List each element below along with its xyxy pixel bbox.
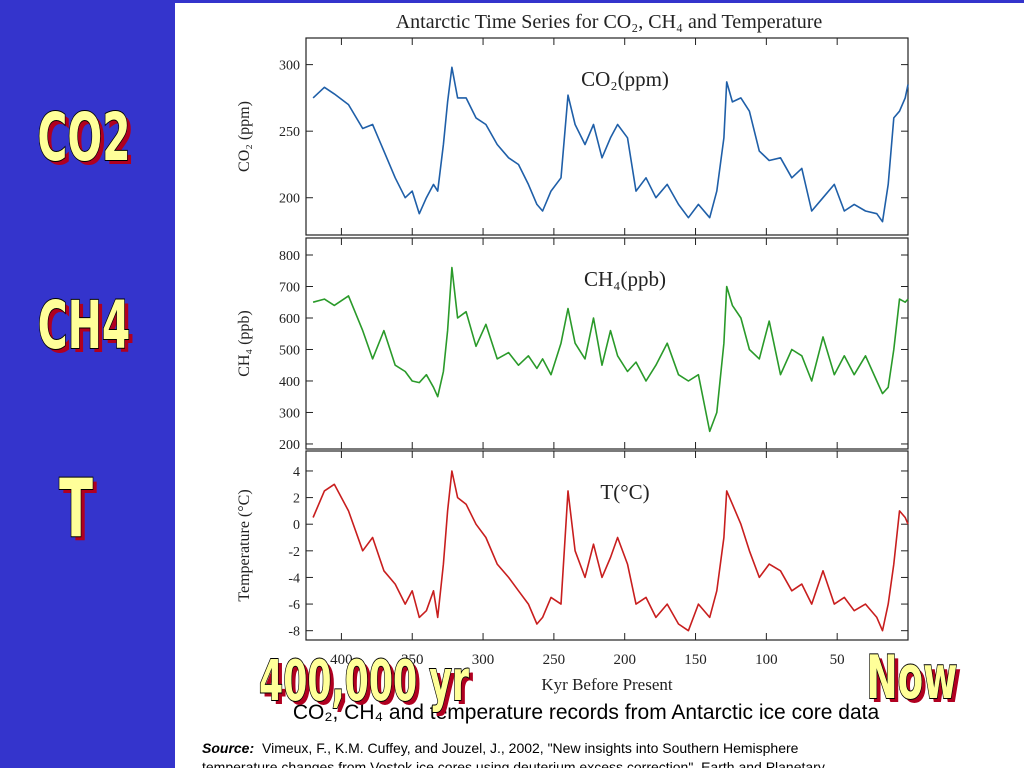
x-tick-label: 200 <box>613 652 636 668</box>
y-tick-label: 700 <box>279 280 300 295</box>
y-tick-label: 800 <box>279 249 300 264</box>
y-tick-label: 4 <box>293 465 300 480</box>
side-label-shadow: T <box>63 465 97 559</box>
y-axis-label: CH₄ (ppb) <box>236 310 253 376</box>
y-tick-label: -4 <box>288 571 300 586</box>
y-tick-label: 300 <box>279 59 300 74</box>
y-axis-label: CO₂ (ppm) <box>236 101 253 172</box>
plot-frame <box>305 37 909 236</box>
source-line: temperature changes from Vostok ice core… <box>202 759 825 768</box>
y-tick-label: 600 <box>279 312 300 327</box>
y-tick-label: 200 <box>279 192 300 207</box>
side-label: CO2 <box>37 99 130 176</box>
side-label: T <box>59 461 93 555</box>
y-tick-label: -8 <box>288 625 300 640</box>
overlay-label: 400,000 yr <box>259 648 469 713</box>
data-line <box>312 66 909 223</box>
side-label-shadow: CH4 <box>42 291 135 368</box>
y-tick-label: 2 <box>293 492 300 507</box>
plot-frame <box>305 237 909 450</box>
top-strip <box>175 0 1024 3</box>
caption: CO₂, CH₄ and temperature records from An… <box>293 701 880 724</box>
x-tick-label: 250 <box>543 652 566 668</box>
y-tick-label: 400 <box>279 375 300 390</box>
side-label-shadow: CO2 <box>41 103 134 180</box>
y-tick-label: -2 <box>288 545 300 560</box>
x-tick-label: 300 <box>472 652 495 668</box>
x-tick-label: 100 <box>755 652 778 668</box>
overlay-label-shadow: Now <box>870 647 961 717</box>
y-tick-label: 250 <box>279 125 300 140</box>
panel-annotation: T(°C) <box>600 480 649 504</box>
x-axis-label: Kyr Before Present <box>541 675 673 694</box>
data-line <box>312 470 909 632</box>
x-tick-label: 50 <box>830 652 845 668</box>
plot-frame <box>305 450 909 641</box>
y-tick-label: 0 <box>293 518 300 533</box>
panel-annotation: CH₄(ppb) <box>584 267 666 291</box>
side-label: CH4 <box>38 287 131 364</box>
x-tick-label: 400 <box>330 652 353 668</box>
figure-title: Antarctic Time Series for CO₂, CH₄ and T… <box>396 11 823 33</box>
y-tick-label: 300 <box>279 406 300 421</box>
y-tick-label: -6 <box>288 598 300 613</box>
data-line <box>312 266 909 433</box>
side-panel <box>0 0 175 768</box>
source-line: Vimeux, F., K.M. Cuffey, and Jouzel, J.,… <box>262 740 799 756</box>
panel-annotation: CO₂(ppm) <box>581 67 669 91</box>
y-tick-label: 500 <box>279 343 300 358</box>
y-axis-label: Temperature (°C) <box>236 489 253 601</box>
y-tick-label: 200 <box>279 438 300 453</box>
source-label: Source: <box>202 740 254 756</box>
x-tick-label: 150 <box>684 652 707 668</box>
overlay-label-shadow: 400,000 yr <box>263 652 473 717</box>
overlay-label: Now <box>866 643 957 713</box>
x-tick-label: 350 <box>401 652 424 668</box>
